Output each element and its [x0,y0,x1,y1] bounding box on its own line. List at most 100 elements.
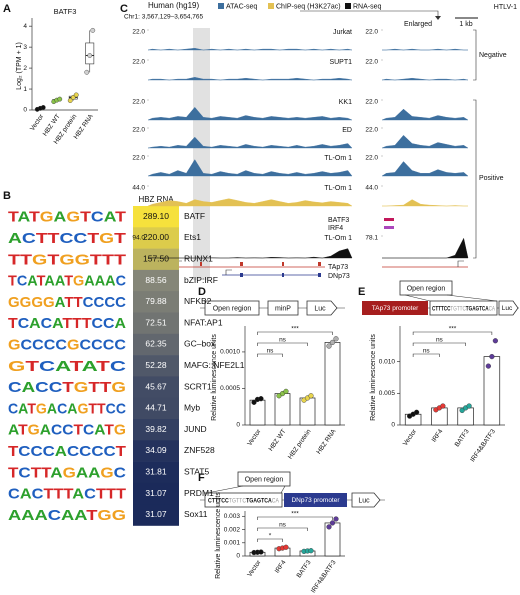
x-tick-label: Vector [246,558,263,578]
score: 157.50 [143,254,169,264]
signal-area [381,77,469,81]
sequence-part: TGAGTCA [466,306,489,312]
motif-logo: CATGACAGTTCC [8,400,126,417]
track-scale-label: 78.1 [365,235,378,242]
score-cell [133,269,179,292]
score: 45.67 [145,381,167,391]
x-tick-label: HBZ protein [287,428,313,461]
data-point [40,105,46,110]
data-point [283,388,289,394]
significance-bracket [257,527,308,531]
x-tick-label: HBZ RNA [315,428,337,456]
signal-area [381,108,469,121]
factor-name: SCRT1 [184,381,212,391]
data-point [329,339,336,346]
track-scale-label: 22.0 [365,99,378,106]
score-cell [133,227,179,249]
data-point [84,69,90,75]
y-tick-label: 0 [236,422,240,429]
motif-logo: TCTTAG AAG C [8,464,126,481]
y-tick-label: 0.002 [224,526,241,533]
factor-name: RUNX1 [184,254,213,264]
sequence-part: CTTTCC [208,497,229,504]
score: 34.09 [145,445,167,455]
gene-label: DNp73 [328,273,350,280]
chart-title: BATF3 [54,7,77,16]
significance-label: ns [423,348,431,355]
x-tick-label: Vector [246,427,263,447]
y-tick-label: 0.001 [224,539,241,546]
signal-area [147,106,353,121]
tss-arrow [457,260,464,267]
factor-name: bZIP:IRF [184,275,218,285]
score: 79.88 [145,296,167,306]
data-point [414,409,420,415]
significance-bracket [257,353,283,357]
track-label: TL-Om 1 [324,185,352,192]
score: 220.00 [143,232,169,242]
promoter-label: DNp73 promoter [291,497,340,504]
virus-label: HTLV-1 [494,4,517,11]
y-tick-label: 0.0005 [220,385,240,392]
data-point [333,516,339,522]
legend-swatch [268,3,274,9]
significance-bracket [257,331,333,335]
group-bracket [473,99,477,259]
legend-label: ChIP-seq (H3K27ac) [276,3,341,10]
data-point [333,336,339,342]
track-scale-label: 22.0 [132,155,145,162]
sequence: CTTTCCTGTTCTGAGTCACA [208,497,280,504]
construct-part [306,300,338,316]
track-scale-label: 22.0 [132,127,145,134]
data-point [57,96,63,102]
sequence-part: TGTTC [450,306,466,312]
track-scale-label: 44.0 [132,185,145,192]
sequence-part: CA [489,306,495,312]
sequence-part: TGAGTCA [246,497,272,504]
score-cell [133,461,179,484]
sequence-box [429,300,498,316]
panel-label: C [120,3,128,15]
x-tick-label: HBZ WT [268,428,288,452]
track-label: KK1 [339,99,352,106]
enlarged-label: Enlarged [404,21,432,28]
x-tick-label: Vector [402,427,419,447]
x-tick-label: IRF4 [431,428,445,444]
data-point [326,343,332,349]
factor-name: JUND [184,424,207,434]
promoter-box [362,301,428,315]
data-point [308,393,314,399]
score: 72.51 [145,317,167,327]
data-point [329,520,336,526]
score-cell [133,397,179,420]
score-cell [133,482,179,505]
genome-title: Human (hg19) [148,1,199,10]
score-cell [133,333,179,356]
track-scale-label: 22.0 [132,29,145,36]
signal-area [382,199,468,207]
y-axis-label: Log₂ (TPM + 1) [16,42,23,90]
significance-bracket [257,342,308,346]
x-tick-label: Vector [29,112,46,132]
signal-area [147,47,353,51]
significance-label: ns [436,337,444,344]
signal-area [147,248,353,259]
panel-label: E [358,286,365,298]
group-bracket [473,29,477,81]
y-tick-label: 0.003 [224,513,241,520]
y-tick-label: 0 [236,553,240,560]
callout-box [237,471,291,487]
enlarged-arrow [435,16,441,20]
y-tick-label: 3 [23,44,27,51]
promoter-label: TAp73 promoter [372,305,419,312]
score-cell [133,291,179,313]
construct-part [351,492,381,508]
score: 44.71 [145,403,167,413]
factor-name: Myb [184,403,200,413]
motif-logo: TCCCACCCCT [8,443,126,460]
signal-area [382,237,469,259]
score: 31.81 [145,467,167,477]
score-cell [133,419,179,441]
